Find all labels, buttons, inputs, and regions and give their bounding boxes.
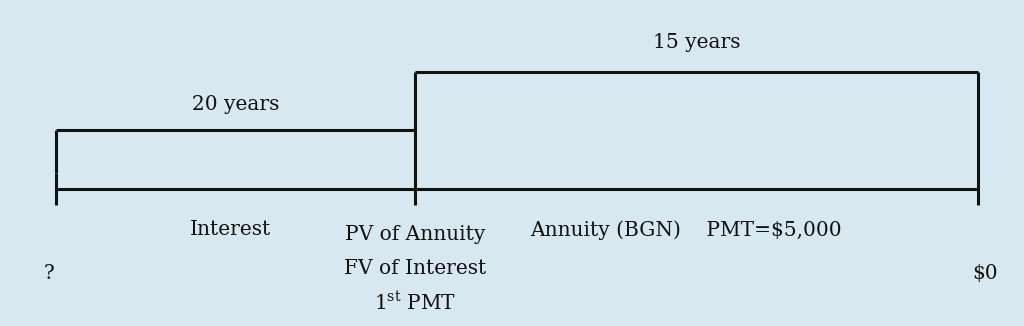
Text: 1$^\mathregular{st}$ PMT: 1$^\mathregular{st}$ PMT (374, 292, 456, 314)
Text: Annuity (BGN)    PMT=$5,000: Annuity (BGN) PMT=$5,000 (530, 220, 842, 240)
Text: 15 years: 15 years (652, 33, 740, 52)
Text: PV of Annuity: PV of Annuity (344, 225, 485, 244)
Text: 20 years: 20 years (191, 95, 280, 114)
Text: Interest: Interest (189, 220, 271, 239)
Text: FV of Interest: FV of Interest (344, 259, 485, 278)
Text: ?: ? (44, 264, 54, 283)
Text: $0: $0 (972, 264, 998, 283)
